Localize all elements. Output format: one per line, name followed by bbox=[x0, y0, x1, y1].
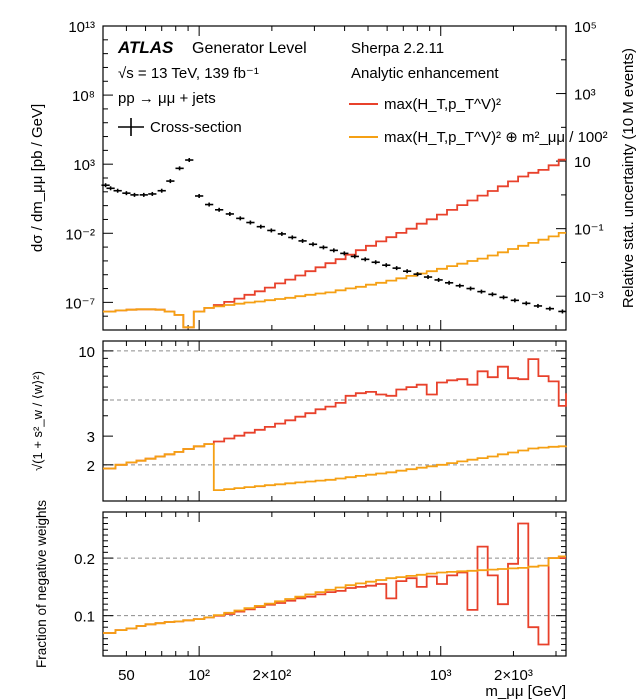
process-label: pp → μμ + jets bbox=[118, 90, 216, 107]
energy-label: √s = 13 TeV, 139 fb⁻¹ bbox=[118, 65, 259, 82]
top-ylabel: dσ / dm_μμ [pb / GeV] bbox=[29, 104, 46, 252]
y-tick-label: 0.1 bbox=[74, 609, 95, 626]
series-line bbox=[103, 555, 566, 634]
generator-label: Sherpa 2.2.11 bbox=[351, 40, 444, 57]
x-tick-label: 10² bbox=[188, 667, 210, 684]
x-tick-label: 50 bbox=[118, 667, 135, 684]
series-line bbox=[103, 358, 567, 470]
method-label: Analytic enhancement bbox=[351, 65, 499, 82]
right-ylabel: Relative stat. uncertainty (10 M events) bbox=[620, 48, 637, 308]
legend-orange-label: max(H_T,p_T^V)² ⊕ m²_μμ / 100² bbox=[384, 129, 608, 146]
x-tick-label: 10³ bbox=[430, 667, 452, 684]
bottom-reference-lines bbox=[103, 557, 566, 617]
y-tick-label: 10⁻⁷ bbox=[65, 295, 95, 312]
legend-cross-section: Cross-section bbox=[150, 119, 242, 136]
y-tick-label: 3 bbox=[87, 429, 95, 446]
xlabel: m_μμ [GeV] bbox=[485, 683, 566, 700]
cross-section-legend-marker bbox=[118, 118, 144, 136]
bottom-series bbox=[103, 522, 566, 646]
y-tick-label: 2 bbox=[87, 458, 95, 475]
series-line bbox=[103, 158, 566, 329]
tick-labels: 10⁻⁷ 10⁻² 10³ 10⁸ 10¹³ 10⁻³ 10⁻¹ 10 10³ 10⁵ 2 3 10 0.… bbox=[65, 19, 604, 684]
y2-tick-label: 10⁵ bbox=[574, 19, 597, 36]
bottom-ylabel: Fraction of negative weights bbox=[34, 500, 49, 668]
atlas-label: ATLAS bbox=[117, 38, 174, 57]
y2-tick-label: 10³ bbox=[574, 87, 596, 104]
y2-tick-label: 10⁻³ bbox=[574, 289, 604, 306]
atlas-suffix: Generator Level bbox=[192, 40, 307, 57]
middle-panel-frame bbox=[102, 340, 567, 502]
x-tick-label: 2×10² bbox=[252, 667, 291, 684]
series-line bbox=[103, 443, 567, 491]
bottom-panel-frame bbox=[102, 511, 567, 657]
middle-series bbox=[103, 358, 567, 491]
y2-tick-label: 10⁻¹ bbox=[574, 222, 604, 239]
legend-red-label: max(H_T,p_T^V)² bbox=[384, 96, 501, 113]
top-series bbox=[101, 158, 567, 329]
y-tick-label: 0.2 bbox=[74, 551, 95, 568]
middle-ylabel: √(1 + s²_w / ⟨w⟩²) bbox=[30, 371, 45, 471]
series-line bbox=[103, 232, 566, 329]
y-tick-label: 10 bbox=[78, 344, 95, 361]
y-tick-label: 10⁻² bbox=[65, 226, 95, 243]
y-tick-label: 10¹³ bbox=[68, 19, 95, 36]
middle-reference-lines bbox=[103, 350, 566, 466]
y-tick-label: 10³ bbox=[73, 157, 95, 174]
y2-tick-label: 10 bbox=[574, 154, 591, 171]
axis-ticks bbox=[102, 25, 566, 656]
series-line bbox=[103, 522, 566, 646]
x-tick-label: 2×10³ bbox=[494, 667, 533, 684]
y-tick-label: 10⁸ bbox=[72, 88, 95, 105]
